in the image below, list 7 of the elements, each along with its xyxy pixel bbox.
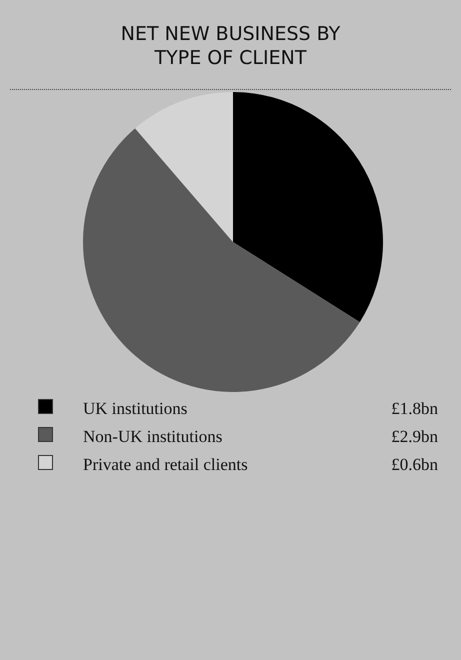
- legend-label: UK institutions: [83, 398, 188, 420]
- data-label: £2.9bn: [390, 426, 438, 448]
- legend-label: Private and retail clients: [83, 454, 249, 476]
- data-label: £1.8bn: [390, 398, 438, 420]
- legend-label: Non-UK institutions: [83, 426, 224, 448]
- data-label: £0.6bn: [390, 454, 438, 476]
- chart-title: NET NEW BUSINESS BY TYPE OF CLIENT: [120, 22, 342, 70]
